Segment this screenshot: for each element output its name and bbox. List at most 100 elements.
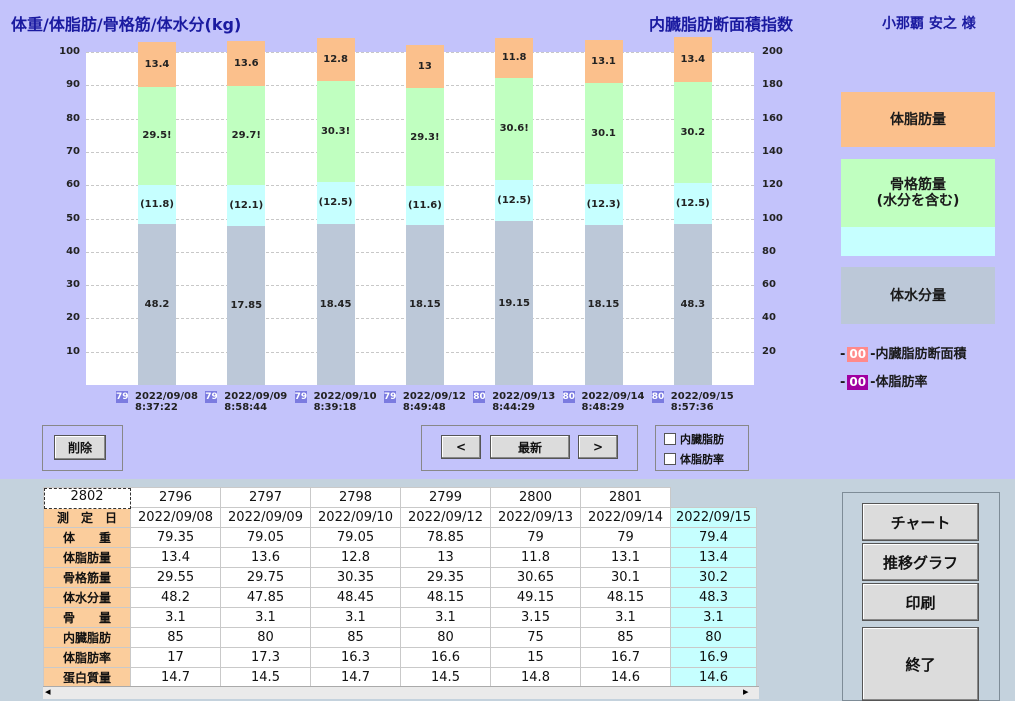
latest-button[interactable]: 最新 [490, 435, 570, 459]
right-axis-tick: 20 [762, 345, 776, 357]
table-cell[interactable]: 2022/09/10 [310, 507, 401, 528]
table-cell[interactable]: 2022/09/09 [220, 507, 311, 528]
table-cell[interactable]: 80 [220, 627, 311, 648]
legend-bodyfat-rate-label: 体脂肪率 [875, 375, 928, 390]
table-cell[interactable]: 29.35 [400, 567, 491, 588]
table-cell[interactable]: 85 [130, 627, 221, 648]
next-button[interactable]: > [578, 435, 618, 459]
table-cell[interactable]: 79.05 [310, 527, 401, 548]
table-row: 体水分量 48.2 47.85 48.45 48.15 49.15 48.15 48.3 [43, 587, 757, 608]
table-row: 骨格筋量 29.55 29.75 30.35 29.35 30.65 30.1 30.2 [43, 567, 757, 588]
prev-button[interactable]: < [441, 435, 481, 459]
table-cell-selected[interactable]: 16.9 [670, 647, 757, 668]
table-cell[interactable]: 2796 [130, 487, 221, 508]
delete-button[interactable]: 削除 [54, 435, 106, 460]
x-axis-label: 2022/09/13 8:44:29 [492, 391, 556, 413]
table-cell[interactable]: 2800 [490, 487, 581, 508]
table-cell[interactable]: 29.55 [130, 567, 221, 588]
table-cell[interactable]: 16.3 [310, 647, 401, 668]
table-cell[interactable]: 3.1 [310, 607, 401, 628]
table-cell[interactable]: 3.1 [130, 607, 221, 628]
table-cell[interactable]: 79.05 [220, 527, 311, 548]
table-cell[interactable]: 16.7 [580, 647, 671, 668]
table-cell[interactable]: 29.75 [220, 567, 311, 588]
table-cell[interactable]: 49.15 [490, 587, 581, 608]
table-cell[interactable]: 14.5 [220, 667, 311, 688]
table-cell[interactable]: 80 [400, 627, 491, 648]
right-axis-tick: 160 [762, 112, 783, 124]
table-cell[interactable]: 48.15 [400, 587, 491, 608]
table-cell[interactable]: 30.65 [490, 567, 581, 588]
chart-button[interactable]: チャート [862, 503, 979, 541]
horizontal-scrollbar[interactable]: ◂ ▸ [43, 685, 759, 699]
table-cell[interactable]: 30.35 [310, 567, 401, 588]
table-cell-selected[interactable]: 2022/09/15 [670, 507, 757, 528]
table-cell[interactable]: 2022/09/12 [400, 507, 491, 528]
table-cell[interactable]: 47.85 [220, 587, 311, 608]
table-cell[interactable]: 2022/09/13 [490, 507, 581, 528]
exit-button[interactable]: 終了 [862, 627, 979, 701]
print-button[interactable]: 印刷 [862, 583, 979, 621]
table-cell[interactable]: 2022/09/08 [130, 507, 221, 528]
bar-segment: (11.6) [405, 186, 444, 225]
table-cell[interactable]: 85 [580, 627, 671, 648]
table-cell[interactable]: 85 [310, 627, 401, 648]
table-cell[interactable]: 2799 [400, 487, 491, 508]
table-cell[interactable]: 13.1 [580, 547, 671, 568]
table-cell-selected[interactable]: 14.6 [670, 667, 757, 688]
table-cell[interactable]: 30.1 [580, 567, 671, 588]
bar-segment: 30.3! [316, 80, 355, 183]
table-cell[interactable]: 2797 [220, 487, 311, 508]
bar-segment: 30.2 [673, 81, 712, 183]
table-cell[interactable]: 79.35 [130, 527, 221, 548]
chart-left-title: 体重/体脂肪/骨格筋/体水分(kg) [11, 15, 242, 34]
table-cell[interactable]: 48.2 [130, 587, 221, 608]
table-cell[interactable]: 13.6 [220, 547, 311, 568]
table-cell[interactable]: 48.45 [310, 587, 401, 608]
table-cell[interactable]: 3.15 [490, 607, 581, 628]
scroll-left-arrow[interactable]: ◂ [45, 685, 51, 698]
scroll-right-arrow[interactable]: ▸ [743, 685, 749, 698]
table-cell-selected[interactable]: 3.1 [670, 607, 757, 628]
table-cell[interactable]: 14.6 [580, 667, 671, 688]
table-cell[interactable]: 3.1 [580, 607, 671, 628]
table-cell[interactable]: 14.7 [310, 667, 401, 688]
trend-graph-button[interactable]: 推移グラフ [862, 543, 979, 581]
table-cell-selected[interactable]: 30.2 [670, 567, 757, 588]
bar-segment: 29.5! [138, 86, 176, 186]
table-cell[interactable]: 16.6 [400, 647, 491, 668]
table-cell[interactable]: 17.3 [220, 647, 311, 668]
legend-muscle: 骨格筋量 (水分を含む) [841, 159, 995, 227]
table-cell[interactable]: 2022/09/14 [580, 507, 671, 528]
bodyfat-checkbox-box[interactable] [664, 453, 676, 465]
table-cell[interactable]: 13.4 [130, 547, 221, 568]
table-cell[interactable]: 3.1 [400, 607, 491, 628]
table-cell-selected[interactable]: 79.4 [670, 527, 757, 548]
table-cell[interactable]: 15 [490, 647, 581, 668]
table-cell[interactable]: 14.7 [130, 667, 221, 688]
table-cell[interactable]: 14.5 [400, 667, 491, 688]
visceral-checkbox-box[interactable] [664, 433, 676, 445]
visceral-checkbox[interactable]: 内臓脂肪 [664, 431, 724, 447]
table-row: 蛋白質量 14.7 14.5 14.7 14.5 14.8 14.6 14.6 [43, 667, 757, 688]
table-cell[interactable]: 14.8 [490, 667, 581, 688]
table-cell[interactable]: 17 [130, 647, 221, 668]
table-cell-selected[interactable]: 48.3 [670, 587, 757, 608]
table-cell[interactable]: 2798 [310, 487, 401, 508]
table-cell[interactable]: 48.15 [580, 587, 671, 608]
table-cell[interactable]: 13 [400, 547, 491, 568]
table-cell[interactable]: 79 [580, 527, 671, 548]
table-cell[interactable]: 3.1 [220, 607, 311, 628]
table-cell-selected[interactable]: 13.4 [670, 547, 757, 568]
bar-segment: 13.4 [138, 42, 176, 87]
table-cell[interactable]: 2801 [580, 487, 671, 508]
table-cell[interactable]: 11.8 [490, 547, 581, 568]
table-cell-selected[interactable]: 2802 [43, 487, 131, 509]
table-cell[interactable]: 78.85 [400, 527, 491, 548]
table-cell[interactable]: 79 [490, 527, 581, 548]
table-cell[interactable]: 75 [490, 627, 581, 648]
bar-segment: 13 [405, 45, 444, 89]
table-cell[interactable]: 12.8 [310, 547, 401, 568]
table-cell-selected[interactable]: 80 [670, 627, 757, 648]
bodyfat-checkbox[interactable]: 体脂肪率 [664, 451, 724, 467]
